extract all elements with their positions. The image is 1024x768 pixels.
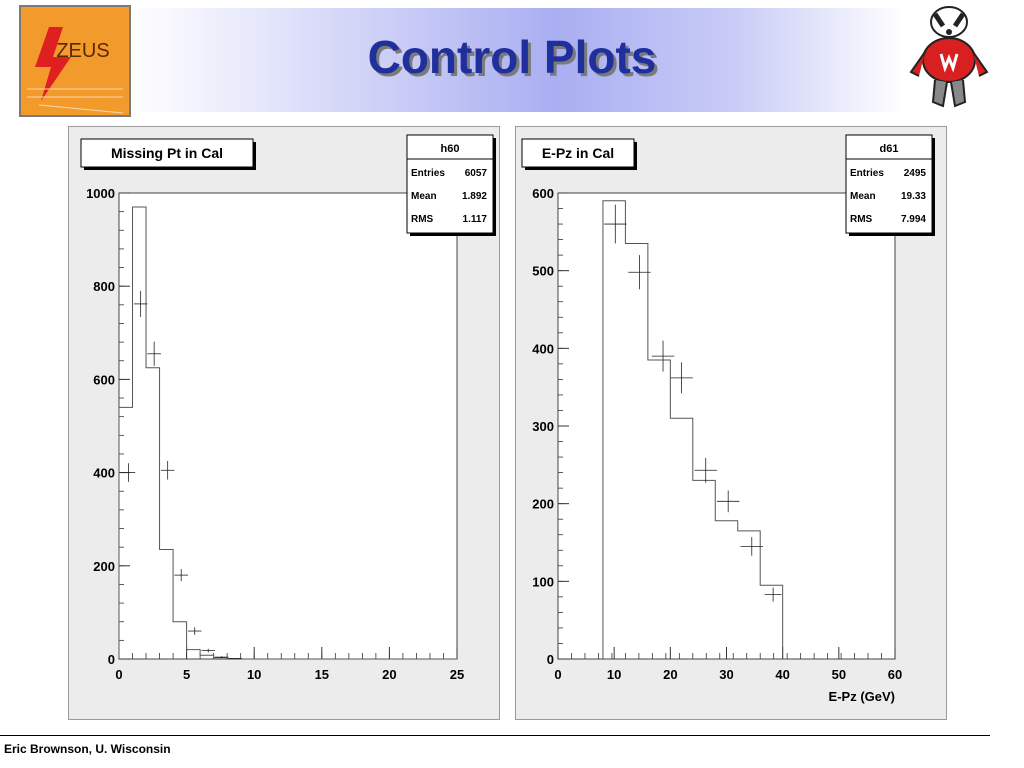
badger-mascot-icon: [909, 6, 989, 108]
title-box: [521, 138, 635, 168]
y-tick-label: 0: [108, 652, 115, 667]
chart-panel-missing-pt: 0 5 10 15 20 25 0 200 400 600 800 1000 Missing Pt in…: [68, 126, 500, 720]
data-point: [628, 255, 651, 290]
stats-label: RMS: [411, 214, 434, 225]
stats-label: Mean: [411, 191, 437, 202]
data-point: [174, 569, 188, 582]
x-tick-label: 10: [247, 667, 261, 682]
y-tick-label: 400: [532, 341, 554, 356]
slide-title: Control Plots: [367, 31, 657, 83]
data-point: [604, 204, 627, 244]
histogram-outline: [602, 200, 784, 659]
title-box: [80, 138, 254, 168]
y-tick-label: 600: [532, 186, 554, 201]
stats-label: Mean: [850, 191, 876, 202]
x-tick-label: 25: [450, 667, 464, 682]
footer-divider: [0, 735, 990, 736]
data-point: [201, 648, 215, 653]
y-tick-label: 400: [93, 466, 115, 481]
data-point: [694, 457, 717, 483]
y-tick-label: 500: [532, 264, 554, 279]
data-point: [121, 463, 136, 482]
stats-value: 19.33: [901, 191, 926, 202]
title-band: [130, 8, 905, 112]
stats-box: [406, 134, 494, 234]
stats-box: [845, 134, 933, 234]
x-tick-label: 5: [183, 667, 190, 682]
plot-frame: [118, 192, 458, 660]
x-tick-label: 20: [663, 667, 677, 682]
x-tick-label: 20: [382, 667, 396, 682]
stats-value: 6057: [465, 168, 488, 179]
x-tick-label: 40: [775, 667, 789, 682]
data-point: [228, 658, 243, 659]
chart-title: Missing Pt in Cal: [111, 145, 223, 161]
stats-value: 2495: [904, 168, 927, 179]
data-point: [651, 340, 675, 372]
data-point: [187, 627, 202, 635]
stats-value: 1.892: [462, 191, 487, 202]
slide-header: Control Plots ZEUS: [0, 0, 1024, 118]
y-tick-label: 300: [532, 419, 554, 434]
data-point: [214, 656, 229, 659]
data-point: [764, 587, 782, 602]
y-tick-label: 100: [532, 574, 554, 589]
data-point: [670, 362, 693, 394]
y-tick-label: 600: [93, 372, 115, 387]
chart-panel-e-pz: 0 10 20 30 40 50 60 0 100 200 300 400 500 600 E-Pz in …: [515, 126, 947, 720]
x-tick-label: 10: [607, 667, 621, 682]
x-tick-label: 60: [888, 667, 902, 682]
x-tick-label: 15: [315, 667, 329, 682]
stats-label: Entries: [850, 168, 884, 179]
y-tick-label: 1000: [86, 186, 115, 201]
x-tick-label: 0: [115, 667, 122, 682]
data-point: [740, 537, 764, 556]
slide-footer: Eric Brownson, U. Wisconsin: [4, 742, 171, 756]
data-point: [147, 341, 161, 366]
y-tick-label: 800: [93, 279, 115, 294]
stats-value: 7.994: [901, 214, 926, 225]
stats-label: Entries: [411, 168, 445, 179]
stats-name: h60: [441, 143, 460, 155]
zeus-logo-icon: ZEUS: [19, 5, 131, 117]
x-tick-label: 0: [554, 667, 561, 682]
y-tick-label: 0: [547, 652, 554, 667]
x-tick-label: 30: [719, 667, 733, 682]
x-axis-label: E-Pz (GeV): [829, 689, 895, 704]
data-point: [160, 460, 175, 480]
y-tick-label: 200: [93, 559, 115, 574]
data-point: [133, 290, 148, 317]
y-tick-label: 200: [532, 497, 554, 512]
stats-label: RMS: [850, 214, 873, 225]
plot-frame: [557, 192, 896, 660]
stats-name: d61: [880, 143, 899, 155]
chart-title: E-Pz in Cal: [542, 145, 614, 161]
chart-missing-pt: 0 5 10 15 20 25 0 200 400 600 800 1000 Missing Pt in…: [80, 134, 496, 682]
x-tick-label: 50: [832, 667, 846, 682]
stats-value: 1.117: [463, 214, 488, 225]
zeus-logo-text: ZEUS: [56, 40, 109, 62]
data-point: [716, 490, 740, 513]
